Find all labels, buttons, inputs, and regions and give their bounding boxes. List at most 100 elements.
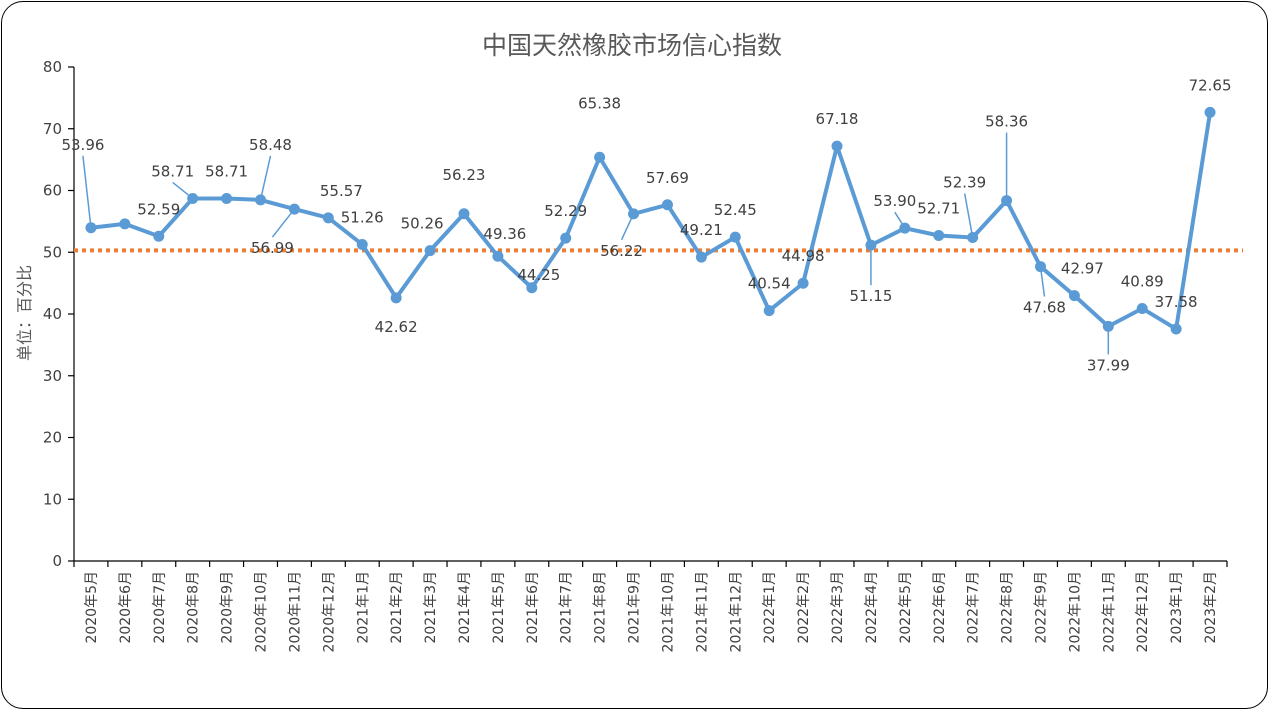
x-tick-label: 2022年7月 — [966, 571, 982, 644]
label-leader-line — [1039, 266, 1046, 297]
data-label: 53.90 — [873, 192, 916, 210]
x-tick-label: 2022年10月 — [1067, 571, 1083, 652]
data-point — [1136, 303, 1148, 315]
data-point — [526, 282, 538, 294]
x-tick-label: 2020年11月 — [287, 571, 303, 652]
y-tick-label: 40 — [43, 305, 62, 323]
data-label: 42.62 — [375, 318, 418, 336]
y-tick-label: 70 — [43, 120, 62, 138]
x-tick-label: 2022年4月 — [864, 571, 880, 644]
x-tick-label: 2020年9月 — [220, 571, 236, 644]
label-leader-line — [82, 155, 92, 228]
x-tick-label: 2020年6月 — [118, 571, 134, 644]
data-label: 40.89 — [1121, 273, 1164, 291]
data-point — [1068, 290, 1080, 302]
data-point — [153, 230, 165, 242]
x-tick-label: 2022年9月 — [1033, 571, 1049, 644]
label-leader-line — [259, 155, 272, 201]
data-point — [356, 238, 368, 250]
data-point — [729, 231, 741, 243]
data-label: 56.99 — [251, 239, 294, 257]
data-point — [221, 192, 233, 204]
x-tick-label: 2021年6月 — [525, 571, 541, 644]
data-label: 52.71 — [917, 200, 960, 218]
x-tick-label: 2021年4月 — [457, 571, 473, 644]
x-tick-label: 2021年8月 — [593, 571, 609, 644]
series-line — [90, 112, 1213, 331]
x-tick-label: 2022年1月 — [762, 571, 778, 644]
data-point — [797, 277, 809, 289]
data-point — [1204, 106, 1216, 118]
data-label: 56.23 — [443, 166, 486, 184]
data-label: 37.99 — [1087, 356, 1130, 374]
x-tick-label: 2022年6月 — [932, 571, 948, 644]
x-tick-label: 2022年11月 — [1101, 571, 1117, 652]
x-tick-label: 2021年1月 — [355, 571, 371, 644]
x-tick-label: 2022年5月 — [898, 571, 914, 644]
y-axis-label: 单位：百分比 — [15, 265, 34, 361]
x-tick-label: 2021年10月 — [660, 571, 676, 652]
data-label: 65.38 — [578, 94, 621, 112]
data-label: 67.18 — [816, 110, 859, 128]
y-tick-label: 20 — [43, 429, 62, 447]
label-leader-line — [620, 213, 635, 241]
x-tick-label: 2021年2月 — [389, 571, 405, 644]
data-label: 56.22 — [600, 242, 643, 260]
data-label: 47.68 — [1023, 299, 1066, 317]
data-label: 42.97 — [1061, 260, 1104, 278]
data-label: 55.57 — [320, 182, 363, 200]
data-label: 52.39 — [943, 173, 986, 191]
series-group — [85, 106, 1216, 335]
x-tick-label: 2022年12月 — [1135, 571, 1151, 652]
data-label: 52.59 — [137, 200, 180, 218]
data-point — [695, 251, 707, 263]
data-label: 37.58 — [1155, 293, 1198, 311]
y-axis: 0 10 20 30 40 50 60 70 80 — [43, 58, 75, 570]
data-point — [763, 305, 775, 317]
data-label: 51.15 — [849, 287, 892, 305]
data-label: 58.71 — [151, 162, 194, 180]
x-tick-label: 2021年12月 — [728, 571, 744, 652]
y-tick-label: 30 — [43, 367, 62, 385]
y-tick-label: 80 — [43, 58, 62, 76]
data-label: 51.26 — [341, 208, 384, 226]
data-label: 58.71 — [205, 162, 248, 180]
label-leader-line — [894, 211, 906, 229]
x-tick-label: 2021年11月 — [694, 571, 710, 652]
data-label: 52.45 — [714, 201, 757, 219]
data-label: 49.21 — [680, 221, 723, 239]
x-tick-label: 2020年5月 — [84, 571, 100, 644]
data-label: 58.48 — [249, 136, 292, 154]
data-point — [492, 250, 504, 262]
data-point — [424, 245, 436, 257]
x-tick-label: 2023年1月 — [1169, 571, 1185, 644]
data-point — [831, 140, 843, 152]
x-tick-label: 2020年10月 — [254, 571, 270, 652]
data-point — [458, 208, 470, 220]
data-point — [1170, 323, 1182, 335]
data-label: 57.69 — [646, 169, 689, 187]
data-label: 58.36 — [985, 113, 1028, 131]
x-tick-label: 2021年9月 — [627, 571, 643, 644]
data-label: 44.25 — [517, 266, 560, 284]
y-tick-label: 10 — [43, 490, 62, 508]
data-label: 52.29 — [544, 202, 587, 220]
data-point — [390, 292, 402, 304]
data-label: 40.54 — [748, 275, 791, 293]
data-label: 50.26 — [401, 215, 444, 233]
y-tick-label: 0 — [52, 552, 62, 570]
x-tick-label: 2020年8月 — [186, 571, 202, 644]
chart-title: 中国天然橡胶市场信心指数 — [482, 31, 782, 60]
data-point — [560, 232, 572, 244]
leader-lines — [82, 132, 1110, 355]
y-tick-label: 60 — [43, 182, 62, 200]
data-label: 49.36 — [483, 225, 526, 243]
label-leader-line — [172, 181, 194, 200]
x-tick-label: 2021年3月 — [423, 571, 439, 644]
data-point — [661, 199, 673, 211]
data-point — [933, 230, 945, 242]
x-tick-label: 2022年3月 — [830, 571, 846, 644]
